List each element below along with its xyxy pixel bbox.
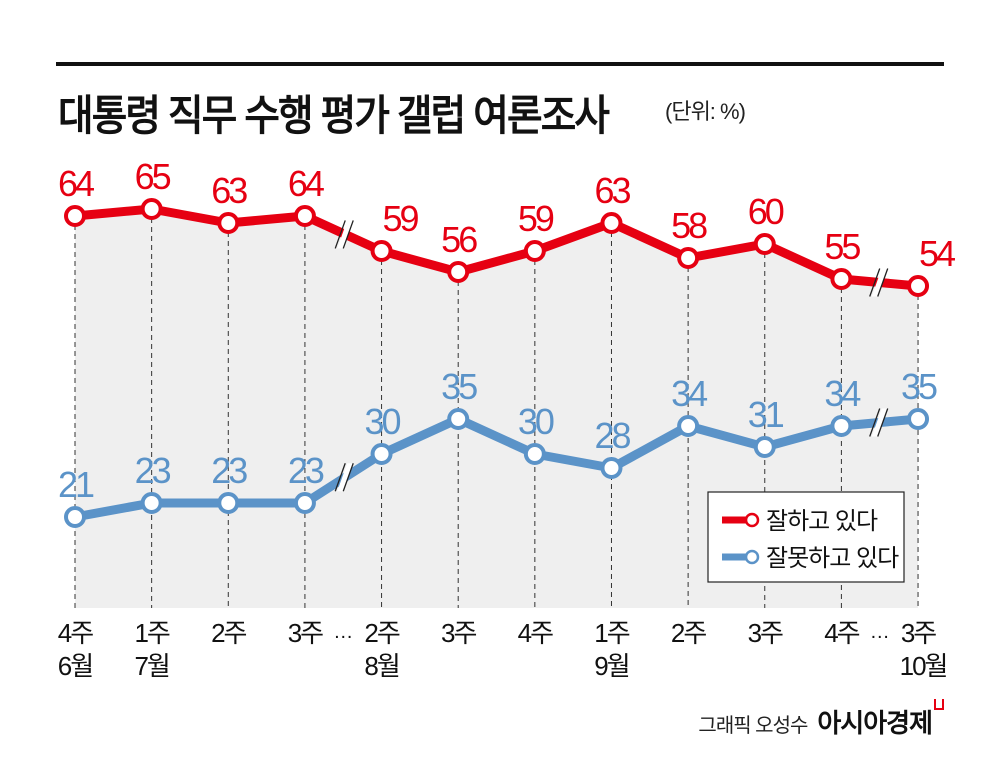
brand-mark-icon — [934, 699, 944, 710]
x-gap-ellipsis: … — [333, 621, 353, 643]
data-label: 35 — [901, 366, 937, 407]
data-label: 55 — [824, 226, 860, 267]
data-point — [677, 247, 700, 269]
data-point — [830, 415, 853, 437]
legend-box — [707, 491, 905, 583]
data-label: 34 — [824, 373, 860, 414]
x-tick-week: 3주 — [901, 618, 936, 648]
data-label: 30 — [518, 401, 554, 442]
x-tick-week: 3주 — [441, 618, 476, 648]
data-point — [293, 205, 316, 227]
data-point — [523, 240, 546, 262]
series-disapprove: 21 23 23 23 30 35 30 28 34 31 34 35 — [58, 366, 940, 528]
chart-title: 대통령 직무 수행 평가 갤럽 여론조사 — [58, 92, 610, 139]
legend-label: 잘하고 있다 — [766, 508, 878, 535]
data-point — [217, 212, 240, 234]
break-gap — [337, 220, 354, 249]
x-tick-week: 2주 — [364, 618, 399, 648]
data-point — [64, 205, 86, 227]
data-label: 23 — [288, 450, 324, 491]
data-label: 64 — [288, 163, 324, 204]
x-tick-month: 9월 — [594, 651, 628, 681]
x-tick-month: 6월 — [58, 651, 92, 681]
credit: 그래픽 오성수 아시아경제 — [698, 699, 944, 740]
x-tick-week: 2주 — [671, 618, 706, 648]
x-tick-week: 1주 — [594, 618, 629, 648]
data-point — [447, 408, 470, 430]
graphic-credit: 그래픽 오성수 — [698, 715, 808, 737]
x-tick-week: 2주 — [211, 618, 246, 648]
data-point — [140, 492, 163, 514]
break-mark-icon — [877, 268, 889, 297]
data-label: 59 — [383, 198, 419, 239]
data-point — [753, 436, 776, 458]
data-label: 58 — [671, 205, 707, 246]
data-point — [753, 233, 776, 255]
data-label: 34 — [671, 373, 707, 414]
data-label: 30 — [365, 401, 401, 442]
data-label: 60 — [748, 191, 784, 232]
data-label: 63 — [594, 170, 630, 211]
break-gap — [871, 408, 888, 437]
data-label: 23 — [211, 450, 247, 491]
data-label: 23 — [135, 450, 171, 491]
break-mark-icon — [342, 220, 354, 249]
data-point — [677, 415, 700, 437]
data-point — [523, 443, 546, 465]
brand-logo: 아시아경제 — [817, 708, 933, 738]
break-gap — [337, 463, 354, 492]
data-label: 31 — [748, 394, 784, 435]
data-point — [64, 506, 86, 528]
break-mark-icon — [869, 408, 881, 437]
break-mark-icon — [334, 220, 346, 249]
x-tick-week: 1주 — [134, 618, 169, 648]
break-gap — [871, 268, 888, 297]
break-mark-icon — [334, 463, 346, 492]
break-mark-icon — [869, 268, 881, 297]
legend-marker — [744, 512, 760, 528]
data-point — [370, 443, 393, 465]
data-label: 59 — [518, 198, 554, 239]
area-fill — [75, 209, 919, 608]
x-tick-week: 4주 — [518, 618, 553, 648]
data-label: 28 — [594, 415, 630, 456]
data-point — [447, 261, 470, 283]
data-label: 56 — [441, 219, 477, 260]
top-rule — [56, 62, 944, 66]
data-point — [907, 408, 930, 430]
x-tick-week: 4주 — [58, 618, 93, 648]
data-point — [370, 240, 393, 262]
series-line — [74, 204, 919, 291]
data-point — [600, 457, 623, 479]
series-approve: 64 65 63 64 59 56 59 63 58 60 55 54 — [58, 156, 958, 297]
series-line — [74, 414, 919, 522]
break-mark-icon — [877, 408, 889, 437]
data-point — [830, 268, 853, 290]
data-point — [907, 275, 930, 297]
data-label: 21 — [58, 464, 94, 505]
x-tick-month: 7월 — [134, 651, 168, 681]
data-label: 35 — [441, 366, 477, 407]
data-point — [293, 492, 316, 514]
x-tick-month: 10월 — [900, 651, 947, 681]
data-point — [140, 198, 163, 220]
x-tick-week: 3주 — [748, 618, 783, 648]
data-label: 54 — [919, 233, 955, 274]
data-point — [217, 492, 240, 514]
x-gap-ellipsis: … — [870, 621, 890, 643]
data-label: 64 — [58, 163, 94, 204]
data-label: 63 — [211, 170, 247, 211]
data-label: 65 — [135, 156, 171, 197]
unit-label: (단위: %) — [665, 99, 746, 124]
x-tick-month: 8월 — [364, 651, 398, 681]
data-point — [600, 212, 623, 234]
x-tick-week: 3주 — [288, 618, 323, 648]
break-mark-icon — [342, 463, 354, 492]
legend-marker — [744, 549, 760, 565]
x-tick-week: 4주 — [824, 618, 859, 648]
legend-label: 잘못하고 있다 — [766, 545, 899, 572]
